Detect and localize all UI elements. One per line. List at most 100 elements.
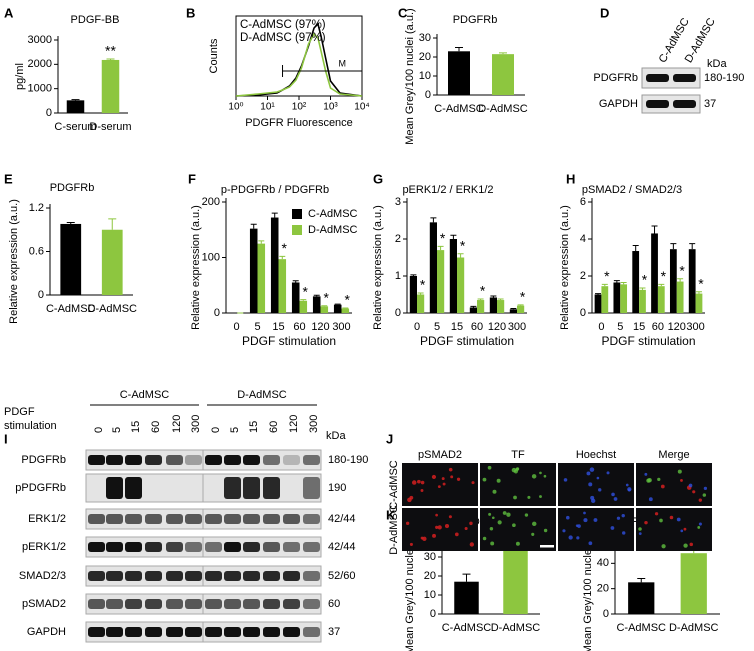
y-tick-label: 40 [597,557,609,569]
blot-band [283,514,300,524]
x-tick-label: 0 [233,321,239,333]
cell [496,478,501,483]
cell [568,535,573,540]
error-bar [620,281,627,285]
x-tick-label: C-AdMSC [46,303,96,315]
cell [677,469,682,474]
cell [420,480,425,485]
cell [539,471,542,475]
blot-band [166,627,183,637]
blot-band [283,571,300,581]
bar [632,251,640,313]
blot-strip [202,473,322,503]
blot-band [106,514,123,524]
y-tick-label: 0 [425,89,431,101]
kda-value: 37 [704,98,716,110]
cell [506,512,511,517]
blot-band [125,627,142,637]
bar [299,300,308,313]
error-bar [271,212,278,218]
blot-band [145,627,162,637]
lane-label: 120 [288,415,300,433]
cell [562,529,566,533]
error-bar [108,218,117,230]
blot-band [145,455,162,465]
kda-value: 190 [328,482,346,494]
panel-letter: J [386,431,393,446]
cell [583,511,586,515]
error-bar [462,573,471,582]
lane-label: 0 [210,427,222,433]
blot-band [106,571,123,581]
blot-band [88,542,105,552]
error-bar [651,225,658,234]
blot-band [106,542,123,552]
blot-band [224,514,241,524]
x-tick-label: 5 [434,321,440,333]
cell [487,465,492,470]
bar [429,222,437,313]
bar [66,100,85,113]
x-tick-label: 5 [254,321,260,333]
cell [405,521,410,525]
blot-band [263,542,280,552]
panel-letter: E [4,171,13,186]
chart-title: p-PDGFRb / PDGFRb [221,184,329,196]
blot-band [125,599,142,609]
blot-band [303,571,320,581]
error-bar [510,308,517,310]
blot-band [646,74,669,82]
bar [249,228,258,313]
chart-title: pERK1/2 / ERK1/2 [402,184,493,196]
x-tick-label: 60 [652,321,664,333]
blot-band [106,477,123,499]
blot-band [125,571,142,581]
blot-strip [641,94,701,114]
cell [586,471,591,476]
bar [257,243,266,313]
error-bar [71,99,80,101]
blot-band [283,455,300,465]
y-axis-label: Relative expression (a.u.) [372,205,384,330]
y-tick-label: 0 [430,608,436,620]
blot-band [243,599,260,609]
error-bar [450,234,457,239]
error-bar [658,283,665,287]
kda-value: 180-190 [328,454,368,466]
cell [657,477,661,481]
bar [613,282,621,313]
cell [576,536,580,540]
cell [598,488,602,492]
cell [482,536,487,541]
y-tick-label: 30 [419,32,431,44]
error-bar [410,274,417,276]
error-bar [601,283,608,287]
lane-label: 60 [150,421,162,433]
cell [669,515,674,520]
bar [454,581,479,614]
cell [442,482,446,486]
panel-letter: A [4,5,14,20]
legend-swatch [292,225,302,235]
kda-value: 52/60 [328,570,356,582]
error-bar [334,303,341,305]
cell [431,474,437,480]
x-tick-label: 10¹ [260,102,275,113]
row-label: pPDGFRb [15,482,66,494]
x-tick-label: 10⁴ [354,102,369,113]
row-label: ERK1/2 [28,513,66,525]
blot-band [303,599,320,609]
blot-band [224,627,241,637]
blot-band [283,542,300,552]
chart-title: PDGFRb [453,14,498,26]
panel-letter: F [188,171,196,186]
column-label: TF [511,449,525,461]
cell [616,516,621,520]
kda-value: 37 [328,626,340,638]
x-tick-label: C-AdMSC [616,622,666,634]
significance: * [642,272,648,288]
blot-band [106,627,123,637]
chart-title: PDGF-BB [71,14,120,26]
significance: * [604,268,610,284]
gate-marker [282,65,362,77]
